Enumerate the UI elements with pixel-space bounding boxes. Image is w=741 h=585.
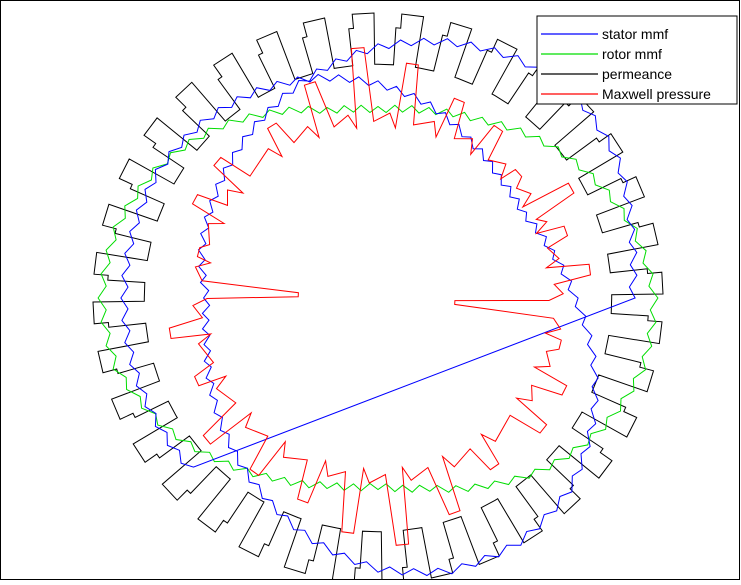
legend: stator mmf rotor mmf permeance Maxwell p… — [536, 15, 738, 105]
legend-label-permeance: permeance — [602, 66, 672, 82]
series-layer — [92, 12, 664, 584]
series-maxwell-pressure — [168, 47, 592, 546]
series-rotor-mmf — [97, 104, 659, 493]
legend-entry-rotor-mmf: rotor mmf — [541, 46, 662, 62]
legend-label-rotor-mmf: rotor mmf — [602, 46, 662, 62]
legend-label-stator-mmf: stator mmf — [602, 26, 668, 42]
legend-entry-maxwell-pressure: Maxwell pressure — [541, 86, 711, 102]
series-stator-mmf — [120, 37, 638, 577]
legend-entry-permeance: permeance — [541, 66, 672, 82]
legend-label-maxwell-pressure: Maxwell pressure — [602, 86, 711, 102]
legend-entry-stator-mmf: stator mmf — [541, 26, 668, 42]
series-permeance — [92, 12, 664, 584]
legend-box — [536, 15, 738, 105]
